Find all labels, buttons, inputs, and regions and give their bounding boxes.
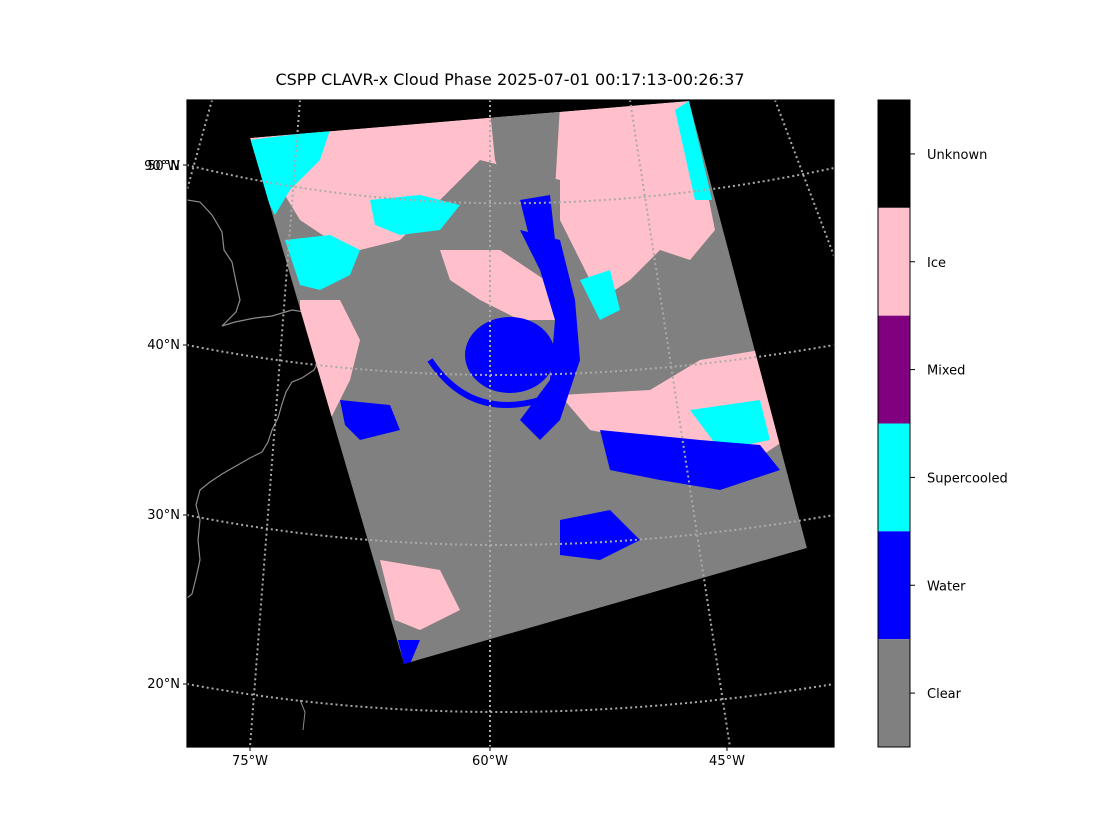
latitude-line-40n — [187, 344, 834, 376]
supercooled-region-ne — [675, 101, 712, 200]
ice-region-sw — [380, 560, 460, 630]
map-title: CSPP CLAVR-x Cloud Phase 2025-07-01 00:1… — [275, 70, 745, 89]
water-region-clear-sw — [440, 460, 560, 560]
colorbar-swatch-mixed — [878, 315, 910, 424]
colorbar-label-clear: Clear — [927, 687, 962, 702]
colorbar-label-unknown: Unknown — [927, 148, 987, 163]
lat-label-30n: 30°N — [147, 508, 180, 523]
colorbar-label-supercooled: Supercooled — [927, 471, 1008, 486]
colorbar-legend: Unknown Ice Mixed Supercooled Water Clear — [877, 99, 1008, 748]
water-region-east-band — [600, 430, 780, 490]
water-region-vortex — [465, 317, 555, 393]
island-coast — [299, 699, 306, 731]
lon-label-60w: 60°W — [472, 754, 508, 769]
map-frame — [186, 99, 835, 748]
lon-label-45w: 45°W — [709, 754, 745, 769]
ice-region-center — [440, 250, 555, 320]
water-region-tail — [398, 640, 420, 664]
map-area — [187, 100, 834, 747]
water-region-ring — [427, 358, 541, 408]
colorbar-swatch-supercooled — [878, 423, 910, 532]
colorbar-swatch-ice — [878, 207, 910, 316]
water-region-spiral — [520, 230, 580, 440]
ice-region-north — [250, 101, 700, 250]
map-ticks — [183, 164, 728, 751]
water-region-north-gray — [490, 105, 560, 200]
water-region-west — [340, 400, 400, 440]
lon-label-90w-overlap: 90°W — [144, 159, 180, 174]
longitude-line-45w — [629, 100, 731, 747]
supercooled-region-nw — [250, 130, 330, 215]
longitude-line-75w — [249, 100, 301, 747]
water-region-south — [560, 510, 640, 560]
graticule — [187, 100, 834, 747]
cloud-phase-swath — [250, 101, 807, 664]
lat-label-50n: 50°N — [147, 159, 180, 174]
colorbar-frame — [877, 99, 911, 748]
latitude-line-50n — [187, 164, 834, 205]
lat-label-20n: 20°N — [147, 677, 180, 692]
colorbar-swatch-water — [878, 531, 910, 640]
colorbar-swatch-clear — [878, 639, 910, 747]
water-region-ne — [520, 195, 555, 240]
colorbar-label-water: Water — [927, 579, 966, 594]
lon-label-75w: 75°W — [232, 754, 268, 769]
colorbar-label-mixed: Mixed — [927, 364, 965, 379]
ice-region-east — [560, 101, 715, 300]
coastline — [187, 199, 323, 599]
supercooled-region-n — [370, 195, 460, 235]
supercooled-region-e — [690, 400, 770, 450]
latitude-line-30n — [187, 514, 834, 546]
supercooled-region-mid — [580, 270, 620, 320]
lat-label-40n: 40°N — [147, 338, 180, 353]
longitude-line-90w — [187, 100, 213, 191]
supercooled-region-w — [285, 235, 360, 290]
colorbar-swatch-unknown — [878, 100, 910, 208]
colorbar-label-ice: Ice — [927, 256, 946, 271]
